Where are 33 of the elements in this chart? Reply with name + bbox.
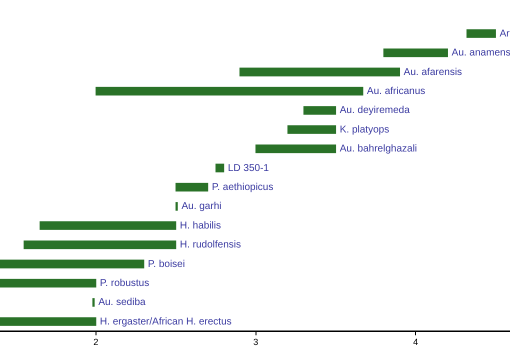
annotation: P. robustus bbox=[100, 278, 150, 289]
bar bbox=[287, 125, 336, 134]
x-tick-label: 3 bbox=[253, 337, 258, 348]
annotation: P. aethiopicus bbox=[212, 182, 274, 193]
annotation: LD 350-1 bbox=[228, 162, 270, 174]
annotation: Au. deyiremeda bbox=[340, 105, 410, 116]
annotation: Au. bahrelghazali bbox=[340, 144, 418, 155]
annotation: Au. anamens bbox=[452, 48, 510, 59]
bar bbox=[303, 106, 336, 115]
annotation: K. platyops bbox=[340, 124, 390, 136]
bar bbox=[0, 260, 144, 268]
bar bbox=[0, 278, 96, 288]
annotation: Ar bbox=[500, 28, 510, 40]
bar bbox=[216, 164, 224, 172]
bar bbox=[255, 144, 336, 154]
bar bbox=[466, 29, 496, 38]
annotation: Au. sediba bbox=[98, 297, 146, 308]
x-tick-label: 4 bbox=[413, 337, 418, 348]
bar bbox=[24, 240, 176, 250]
x-tick-label: 2 bbox=[93, 337, 98, 348]
annotation: H. habilis bbox=[180, 220, 222, 232]
annotation: H. ergaster/African H. erectus bbox=[100, 316, 232, 328]
annotation: H. rudolfensis bbox=[180, 240, 242, 251]
annotation: P. boisei bbox=[148, 258, 185, 270]
bar bbox=[383, 48, 448, 58]
bar bbox=[176, 182, 208, 192]
bar bbox=[0, 317, 96, 326]
annotation: Au. garhi bbox=[181, 201, 222, 212]
annotation: Au. africanus bbox=[366, 86, 426, 97]
bar bbox=[40, 221, 176, 230]
bar bbox=[239, 68, 400, 76]
annotation: Au. afarensis bbox=[404, 66, 462, 78]
bar bbox=[96, 86, 364, 96]
